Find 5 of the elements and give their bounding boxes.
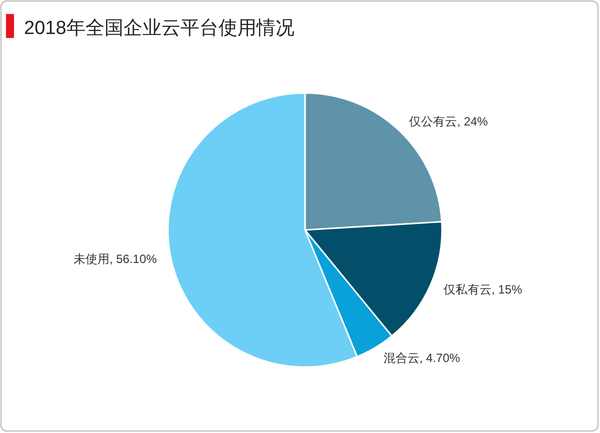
slice-label: 未使用, 56.10% [73, 252, 158, 266]
slice-label: 混合云, 4.70% [383, 350, 460, 365]
slice-label: 仅公有云, 24% [409, 114, 488, 129]
chart-title: 2018年全国企业云平台使用情况 [24, 18, 294, 39]
slice-label: 仅私有云, 15% [444, 282, 523, 297]
